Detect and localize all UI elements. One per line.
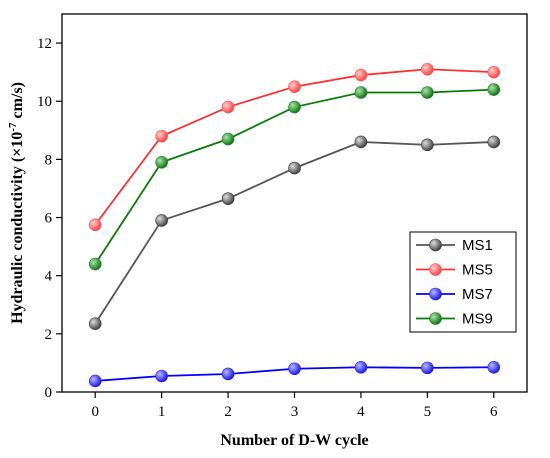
x-tick-label: 2 [224, 404, 232, 420]
y-axis-title-suffix: cm/s) [9, 82, 26, 122]
legend-frame [409, 231, 517, 333]
data-point-ms1 [288, 161, 301, 175]
data-point-ms7 [155, 369, 168, 383]
data-point-ms1 [354, 135, 368, 149]
legend-marker-ms7 [429, 287, 442, 301]
y-axis-title-prefix: Hydraulic conductivity (×10 [9, 132, 26, 324]
series-points [88, 62, 501, 388]
data-point-ms1 [421, 138, 434, 152]
data-point-ms5 [88, 218, 102, 232]
data-point-ms7 [487, 360, 501, 374]
data-point-ms5 [421, 62, 434, 76]
x-axis: 0 1 2 3 4 5 6 [91, 392, 498, 420]
data-point-ms7 [288, 362, 301, 376]
y-tick-label: 4 [45, 269, 53, 285]
data-point-ms9 [288, 100, 301, 114]
legend-label-ms9: MS9 [462, 311, 493, 328]
x-tick-label: 1 [158, 404, 166, 420]
data-point-ms9 [421, 86, 434, 99]
data-point-ms9 [155, 155, 168, 169]
y-tick-label: 12 [37, 36, 52, 52]
x-tick-label: 6 [490, 404, 498, 420]
data-point-ms7 [354, 360, 368, 374]
legend-marker-ms5 [429, 263, 442, 276]
data-point-ms7 [88, 374, 102, 388]
y-tick-label: 8 [45, 152, 53, 168]
data-point-ms1 [487, 135, 501, 149]
legend-label-ms7: MS7 [462, 286, 493, 303]
data-point-ms9 [487, 83, 501, 96]
legend-marker-ms9 [429, 312, 442, 325]
data-point-ms1 [221, 192, 235, 205]
x-tick-label: 3 [291, 404, 299, 420]
data-point-ms5 [155, 129, 168, 143]
legend-label-ms1: MS1 [462, 237, 493, 254]
x-tick-label: 4 [357, 404, 365, 420]
y-axis-title-exponent: -7 [7, 122, 19, 132]
series-lines [94, 68, 494, 382]
legend-marker-ms1 [429, 238, 442, 252]
y-tick-label: 0 [45, 385, 53, 401]
y-axis-title: Hydraulic conductivity (×10-7 cm/s) [7, 82, 26, 324]
data-point-ms7 [421, 361, 434, 375]
y-tick-label: 10 [37, 94, 52, 110]
data-point-ms9 [354, 86, 368, 99]
data-point-ms5 [221, 100, 235, 114]
data-point-ms5 [288, 80, 301, 93]
data-point-ms5 [354, 68, 368, 82]
x-tick-label: 0 [91, 404, 99, 420]
data-point-ms7 [221, 367, 235, 381]
y-axis: 0 2 4 6 8 10 12 [37, 36, 62, 401]
x-axis-title: Number of D-W cycle [220, 432, 368, 449]
legend: MS1 MS5 MS7 MS9 [409, 231, 517, 333]
data-point-ms1 [88, 317, 102, 330]
y-tick-label: 2 [45, 327, 53, 343]
data-point-ms9 [88, 257, 102, 271]
data-point-ms1 [155, 214, 168, 227]
legend-label-ms5: MS5 [462, 262, 493, 279]
data-point-ms5 [487, 65, 501, 79]
data-point-ms9 [221, 132, 235, 146]
x-tick-label: 5 [424, 404, 432, 420]
y-tick-label: 6 [45, 211, 53, 227]
